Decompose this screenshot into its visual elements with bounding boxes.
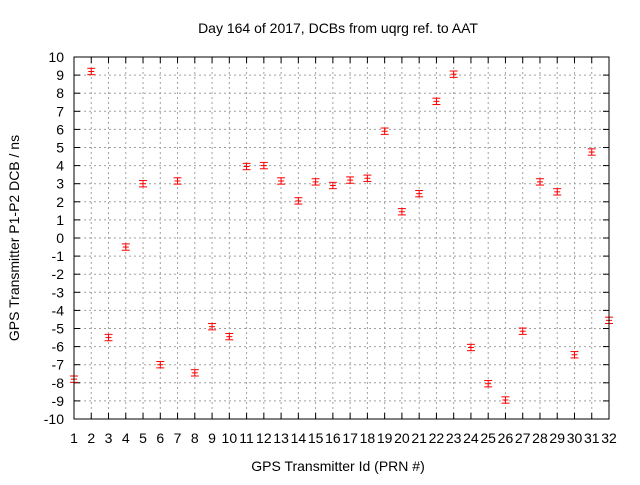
x-tick-label: 13 xyxy=(273,430,289,446)
data-point-prn-5 xyxy=(139,180,148,188)
x-tick-label: 7 xyxy=(174,430,182,446)
y-tick-label: -8 xyxy=(52,375,65,391)
x-tick-label: 21 xyxy=(411,430,427,446)
data-point-prn-11 xyxy=(242,162,251,171)
y-axis-label: GPS Transmitter P1-P2 DCB / ns xyxy=(6,135,22,341)
y-tick-label: 3 xyxy=(56,176,64,192)
data-point-prn-12 xyxy=(259,161,268,170)
y-tick-label: -6 xyxy=(52,339,65,355)
x-tick-label: 4 xyxy=(122,430,130,446)
y-tick-label: 8 xyxy=(56,85,64,101)
x-tick-label: 9 xyxy=(208,430,216,446)
data-point-prn-27 xyxy=(518,327,527,335)
y-tick-label: -3 xyxy=(52,284,65,300)
grid xyxy=(74,57,609,419)
data-point-prn-3 xyxy=(104,333,113,342)
x-tick-label: 18 xyxy=(360,430,376,446)
y-tick-label: 0 xyxy=(56,230,64,246)
plot-frame xyxy=(73,56,610,420)
ticks: 1 2 3 4 5 6 7 8 9 10 11 12 13 14 15 16 17 18 19 20 21 22 23 24 2… xyxy=(44,49,617,446)
y-tick-label: 1 xyxy=(56,212,64,228)
x-tick-label: 16 xyxy=(325,430,341,446)
x-tick-label: 17 xyxy=(342,430,358,446)
x-tick-label: 1 xyxy=(70,430,78,446)
y-tick-label: 4 xyxy=(56,158,64,174)
data-point-prn-4 xyxy=(121,243,130,251)
data-point-prn-19 xyxy=(380,127,389,135)
data-point-prn-25 xyxy=(484,380,493,388)
data-point-prn-13 xyxy=(277,177,286,185)
data-point-prn-17 xyxy=(346,176,355,184)
chart-title: Day 164 of 2017, DCBs from uqrg ref. to … xyxy=(198,20,478,36)
data-point-prn-26 xyxy=(501,396,510,404)
y-tick-label: -2 xyxy=(52,266,65,282)
x-tick-label: 28 xyxy=(532,430,548,446)
data-point-prn-9 xyxy=(208,323,217,331)
x-tick-label: 25 xyxy=(480,430,496,446)
x-tick-label: 14 xyxy=(291,430,307,446)
x-tick-label: 8 xyxy=(191,430,199,446)
data-point-prn-14 xyxy=(294,197,303,205)
x-tick-label: 27 xyxy=(515,430,531,446)
x-tick-label: 6 xyxy=(156,430,164,446)
y-tick-label: 9 xyxy=(56,67,64,83)
data-point-prn-23 xyxy=(449,70,458,78)
data-point-prn-8 xyxy=(190,369,199,377)
data-points xyxy=(70,67,613,404)
y-tick-label: -4 xyxy=(52,302,65,318)
data-point-prn-2 xyxy=(87,67,96,76)
data-point-prn-10 xyxy=(225,332,234,341)
y-tick-label: 5 xyxy=(56,140,64,156)
x-tick-label: 22 xyxy=(429,430,445,446)
x-tick-label: 23 xyxy=(446,430,462,446)
x-axis-label: GPS Transmitter Id (PRN #) xyxy=(251,458,424,474)
y-tick-label: -5 xyxy=(52,321,65,337)
x-tick-label: 15 xyxy=(308,430,324,446)
y-tick-label: -7 xyxy=(52,357,65,373)
data-point-prn-24 xyxy=(466,343,475,352)
data-point-prn-20 xyxy=(397,208,406,216)
x-tick-label: 3 xyxy=(105,430,113,446)
data-point-prn-22 xyxy=(432,97,441,106)
data-point-prn-15 xyxy=(311,178,320,186)
x-tick-label: 24 xyxy=(463,430,479,446)
x-tick-label: 11 xyxy=(239,430,254,446)
x-tick-label: 29 xyxy=(549,430,565,446)
y-tick-label: 10 xyxy=(48,49,64,65)
data-point-prn-6 xyxy=(156,361,165,369)
y-tick-label: 7 xyxy=(56,103,64,119)
x-tick-label: 30 xyxy=(567,430,583,446)
x-tick-label: 5 xyxy=(139,430,147,446)
x-tick-label: 10 xyxy=(222,430,238,446)
data-point-prn-7 xyxy=(173,177,182,185)
x-tick-label: 32 xyxy=(601,430,617,446)
data-point-prn-21 xyxy=(415,189,424,198)
x-tick-label: 31 xyxy=(584,430,600,446)
y-tick-label: -10 xyxy=(44,411,64,427)
data-point-prn-16 xyxy=(328,181,337,190)
data-point-prn-31 xyxy=(587,148,596,156)
data-point-prn-28 xyxy=(535,178,544,186)
x-tick-label: 12 xyxy=(256,430,272,446)
y-tick-label: 2 xyxy=(56,194,64,210)
y-tick-label: -1 xyxy=(52,248,65,264)
x-tick-label: 19 xyxy=(377,430,393,446)
x-tick-label: 26 xyxy=(498,430,514,446)
data-point-prn-18 xyxy=(363,174,372,182)
data-point-prn-30 xyxy=(570,351,579,359)
data-point-prn-29 xyxy=(553,188,562,196)
x-tick-label: 20 xyxy=(394,430,410,446)
x-tick-label: 2 xyxy=(87,430,95,446)
y-tick-label: 6 xyxy=(56,121,64,137)
y-tick-label: -9 xyxy=(52,393,65,409)
